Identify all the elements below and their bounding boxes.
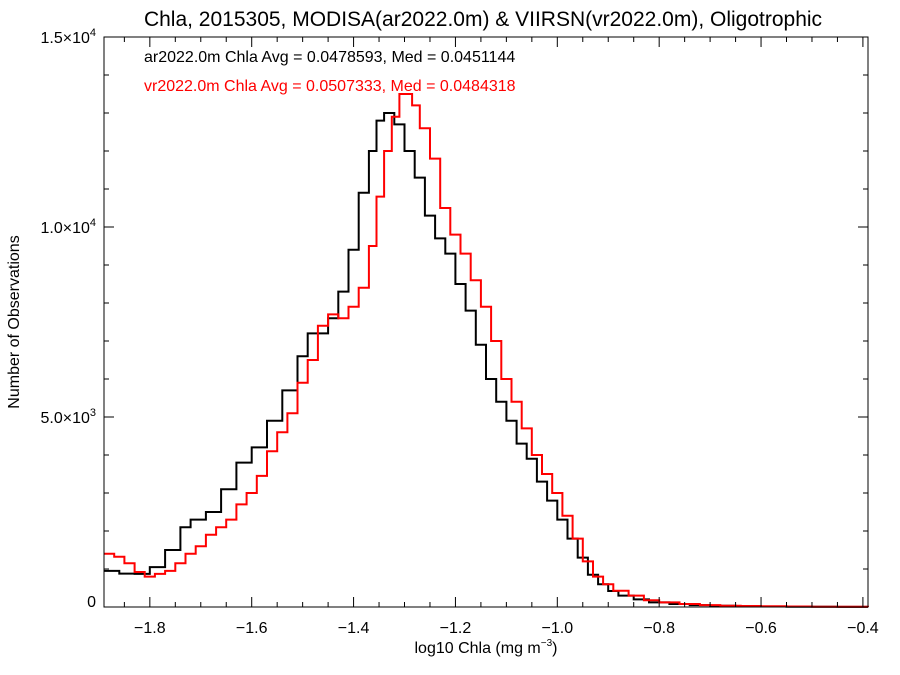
y-axis-label: Number of Observations <box>6 235 23 408</box>
x-axis-label-base: log10 Chla (mg m <box>414 640 540 657</box>
y-tick-label-exponent: 4 <box>90 27 96 39</box>
x-tick-label: −1.8 <box>134 620 166 637</box>
y-tick-label-base: 1.0×10 <box>40 220 89 237</box>
chart-title: Chla, 2015305, MODISA(ar2022.0m) & VIIRS… <box>144 8 822 31</box>
x-tick-label: −0.6 <box>745 620 777 637</box>
y-tick-label-base: 0 <box>87 594 96 611</box>
y-tick-label-base: 1.5×10 <box>40 30 89 47</box>
y-tick-label-exponent: 3 <box>90 407 96 419</box>
y-tick-label: 1.0×104 <box>40 217 96 237</box>
y-tick-label: 0 <box>87 594 96 611</box>
x-tick-label: −1.6 <box>236 620 268 637</box>
x-tick-label: −0.8 <box>643 620 675 637</box>
x-tick-label: −1.0 <box>542 620 574 637</box>
y-tick-label: 1.5×104 <box>40 27 96 47</box>
annotation-vr-stats: vr2022.0m Chla Avg = 0.0507333, Med = 0.… <box>144 78 516 95</box>
x-axis-label: log10 Chla (mg m−3) <box>414 638 557 657</box>
y-tick-label: 5.0×103 <box>40 407 96 427</box>
x-tick-label: −1.2 <box>440 620 472 637</box>
ticks-layer: −1.8 −1.6 −1.4 −1.2 −1.0 −0.8 −0.6 −0.4 0 5.0×103… <box>40 27 878 637</box>
series-line-vr <box>104 93 869 608</box>
series-line-ar <box>104 112 868 608</box>
x-axis-label-exponent: −3 <box>541 638 553 649</box>
x-tick-label: −1.4 <box>338 620 370 637</box>
x-tick-label: −0.4 <box>847 620 879 637</box>
series-layer <box>104 93 869 608</box>
annotation-ar-stats: ar2022.0m Chla Avg = 0.0478593, Med = 0.… <box>144 49 515 66</box>
y-tick-label-base: 5.0×10 <box>40 410 89 427</box>
x-axis-label-tail: ) <box>552 640 557 657</box>
plot-frame <box>103 36 869 608</box>
y-tick-label-exponent: 4 <box>90 217 96 229</box>
